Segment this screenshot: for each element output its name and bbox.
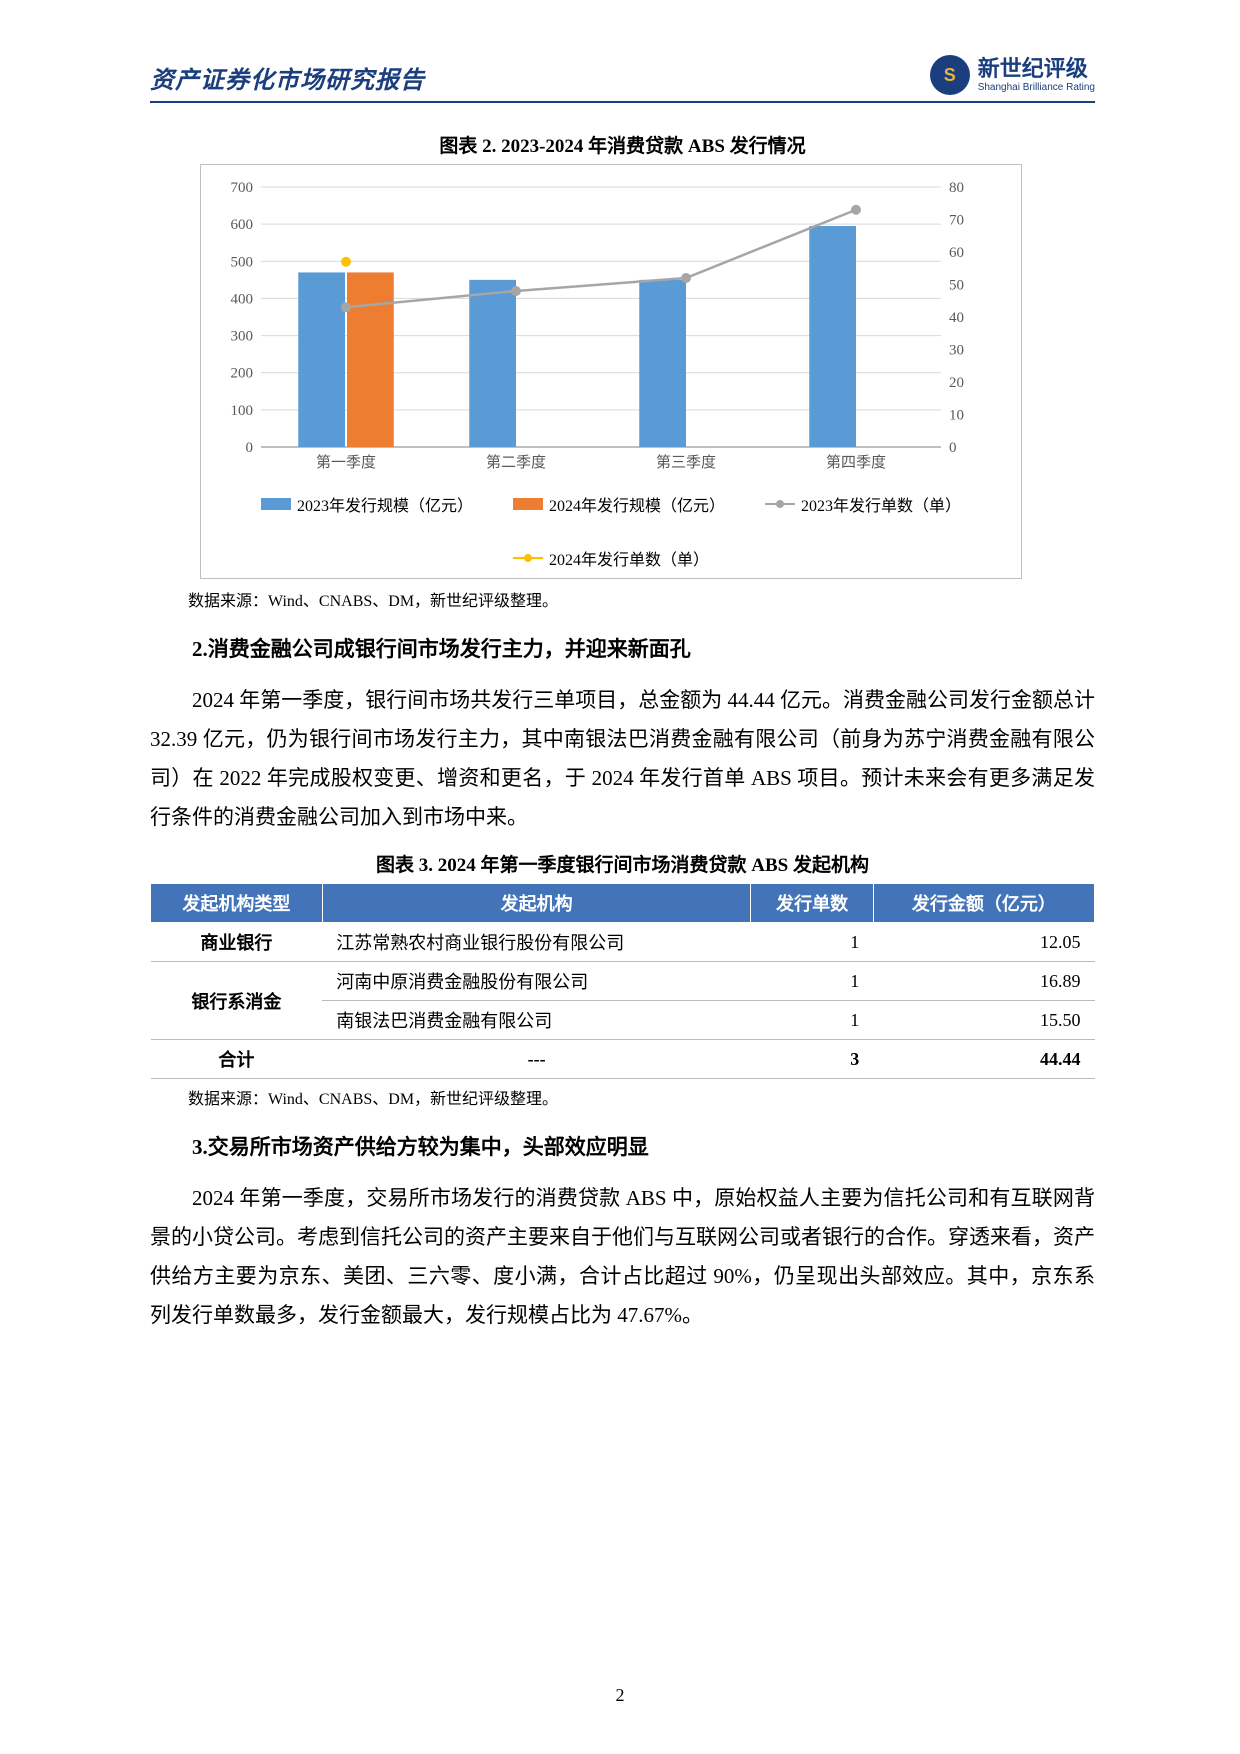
svg-text:400: 400 bbox=[231, 291, 254, 307]
brand-logo-icon: S bbox=[930, 55, 970, 95]
chart2-frame: 0 100 200 300 400 500 600 700 0 10 20 30 40 50 60 70 80 第… bbox=[200, 164, 1022, 579]
sec3-para: 2024 年第一季度，交易所市场发行的消费贷款 ABS 中，原始权益人主要为信托… bbox=[150, 1179, 1095, 1334]
svg-text:70: 70 bbox=[949, 213, 964, 229]
legend-bar-2024: 2024年发行规模（亿元） bbox=[513, 492, 725, 516]
svg-text:0: 0 bbox=[246, 440, 254, 456]
table3-col-header: 发行金额（亿元） bbox=[873, 884, 1094, 923]
brand-cn: 新世纪评级 bbox=[978, 57, 1095, 81]
svg-text:300: 300 bbox=[231, 329, 254, 345]
table3-title: 图表 3. 2024 年第一季度银行间市场消费贷款 ABS 发起机构 bbox=[150, 850, 1095, 877]
table-row: 商业银行江苏常熟农村商业银行股份有限公司112.05 bbox=[151, 923, 1095, 962]
legend-line-2023: 2023年发行单数（单） bbox=[765, 492, 961, 516]
svg-text:600: 600 bbox=[231, 217, 254, 233]
svg-text:第三季度: 第三季度 bbox=[656, 453, 716, 471]
brand-en: Shanghai Brilliance Rating bbox=[978, 82, 1095, 93]
page-number: 2 bbox=[0, 1685, 1240, 1706]
table3-col-header: 发行单数 bbox=[751, 884, 873, 923]
svg-text:10: 10 bbox=[949, 408, 964, 424]
table3-col-header: 发起机构类型 bbox=[151, 884, 323, 923]
sec2-head: 2.消费金融公司成银行间市场发行主力，并迎来新面孔 bbox=[150, 633, 1095, 663]
chart2-plot: 0 100 200 300 400 500 600 700 0 10 20 30 40 50 60 70 80 第… bbox=[211, 177, 991, 477]
table3-col-header: 发起机构 bbox=[322, 884, 751, 923]
table3: 发起机构类型发起机构发行单数发行金额（亿元）商业银行江苏常熟农村商业银行股份有限… bbox=[150, 883, 1095, 1079]
svg-text:第二季度: 第二季度 bbox=[486, 453, 546, 471]
svg-text:60: 60 bbox=[949, 245, 964, 261]
svg-text:50: 50 bbox=[949, 278, 964, 294]
svg-text:第四季度: 第四季度 bbox=[826, 453, 886, 471]
legend-line-2024: 2024年发行单数（单） bbox=[513, 546, 709, 570]
chart2-legend: 2023年发行规模（亿元） 2024年发行规模（亿元） 2023年发行单数（单）… bbox=[211, 492, 1011, 570]
svg-text:第一季度: 第一季度 bbox=[316, 453, 376, 471]
page-header: 资产证券化市场研究报告 S 新世纪评级 Shanghai Brilliance … bbox=[150, 55, 1095, 103]
svg-text:500: 500 bbox=[231, 254, 254, 270]
legend-bar-2023: 2023年发行规模（亿元） bbox=[261, 492, 473, 516]
svg-text:100: 100 bbox=[231, 403, 254, 419]
svg-text:40: 40 bbox=[949, 310, 964, 326]
table-row: 银行系消金河南中原消费金融股份有限公司116.89 bbox=[151, 962, 1095, 1001]
svg-text:20: 20 bbox=[949, 375, 964, 391]
svg-text:700: 700 bbox=[231, 180, 254, 196]
brand-text: 新世纪评级 Shanghai Brilliance Rating bbox=[978, 57, 1095, 92]
table3-total-row: 合计---344.44 bbox=[151, 1040, 1095, 1079]
svg-text:30: 30 bbox=[949, 343, 964, 359]
table3-note: 数据来源：Wind、CNABS、DM，新世纪评级整理。 bbox=[188, 1085, 1095, 1109]
chart2-title: 图表 2. 2023-2024 年消费贷款 ABS 发行情况 bbox=[150, 131, 1095, 158]
chart2-note: 数据来源：Wind、CNABS、DM，新世纪评级整理。 bbox=[188, 587, 1095, 611]
header-title: 资产证券化市场研究报告 bbox=[150, 60, 425, 95]
svg-text:200: 200 bbox=[231, 366, 254, 382]
sec2-para: 2024 年第一季度，银行间市场共发行三单项目，总金额为 44.44 亿元。消费… bbox=[150, 681, 1095, 836]
svg-text:0: 0 bbox=[949, 440, 957, 456]
brand-block: S 新世纪评级 Shanghai Brilliance Rating bbox=[930, 55, 1095, 95]
sec3-head: 3.交易所市场资产供给方较为集中，头部效应明显 bbox=[150, 1131, 1095, 1161]
svg-text:80: 80 bbox=[949, 180, 964, 196]
